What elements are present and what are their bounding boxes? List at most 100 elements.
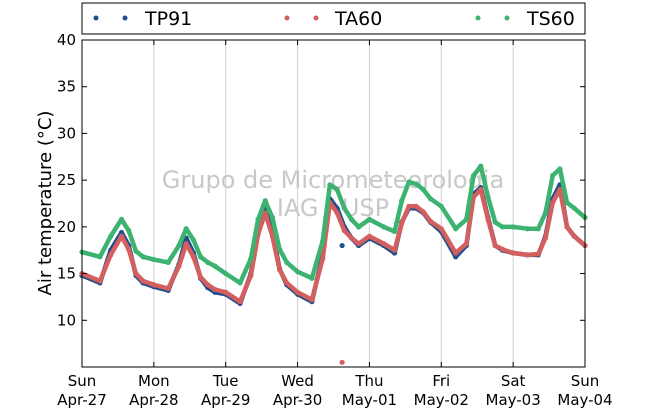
legend-marker-ta60-a: [284, 15, 290, 21]
data-point: [190, 254, 196, 260]
x-tick-label-day: Tue: [212, 372, 239, 390]
data-point: [420, 209, 426, 215]
x-tick-label-day: Sun: [571, 372, 600, 390]
y-axis-label: Air temperature (°C): [35, 111, 56, 296]
data-point: [97, 254, 103, 260]
series-curve-ta60: [79, 187, 588, 304]
watermark-line-1: Grupo de Micrometeorologia: [162, 166, 504, 194]
y-tick-label: 30: [57, 124, 76, 142]
data-point: [176, 263, 182, 269]
grid-layer: [153, 40, 514, 367]
data-point: [478, 163, 484, 169]
data-point: [269, 214, 276, 221]
series-ta60: [79, 186, 588, 305]
data-point: [535, 226, 541, 232]
data-point: [564, 224, 570, 230]
data-point: [427, 196, 434, 202]
data-point: [341, 205, 347, 211]
data-point: [284, 259, 290, 265]
legend-marker-tp91-b: [122, 15, 128, 21]
data-point: [126, 227, 132, 234]
legend-item-ts60: TS60: [475, 8, 575, 30]
data-point: [284, 280, 290, 286]
data-point: [550, 199, 556, 206]
outlier-point: [339, 242, 345, 249]
data-point: [97, 278, 103, 284]
data-point: [571, 205, 577, 211]
data-point: [197, 274, 204, 280]
legend-frame: [81, 2, 586, 35]
data-point: [499, 246, 505, 252]
data-point: [391, 247, 398, 253]
data-point: [108, 252, 114, 258]
x-tick-label-day: Thu: [354, 372, 383, 390]
data-point: [205, 282, 211, 288]
legend-label-ts60: TS60: [526, 8, 575, 30]
data-point: [176, 242, 182, 249]
data-point: [492, 242, 498, 249]
data-point: [427, 218, 434, 224]
data-point: [212, 286, 218, 293]
data-point: [126, 246, 132, 252]
data-point: [277, 267, 283, 273]
data-point: [320, 238, 326, 244]
data-point: [542, 210, 549, 216]
data-point: [205, 259, 211, 265]
data-point: [348, 235, 355, 241]
data-point: [309, 297, 315, 303]
axis-layer: SunApr-27MonApr-28TueApr-29WedApr-30ThuM…: [57, 31, 613, 409]
data-point: [118, 233, 125, 239]
data-point: [413, 203, 419, 209]
data-point: [557, 186, 563, 193]
data-point: [391, 228, 398, 235]
x-tick-label-date: May-04: [557, 391, 612, 409]
legend-marker-ts60-b: [504, 15, 510, 21]
data-point: [248, 272, 254, 279]
data-point: [151, 256, 157, 263]
data-point: [118, 216, 125, 222]
x-tick-label-day: Fri: [432, 372, 450, 390]
data-point: [366, 216, 373, 222]
data-point: [413, 181, 419, 187]
x-tick-label-day: Wed: [281, 372, 314, 390]
y-tick-label: 35: [57, 78, 76, 96]
x-tick-label-date: May-03: [486, 391, 541, 409]
data-point: [524, 252, 531, 258]
data-point: [564, 199, 570, 206]
data-point: [320, 256, 326, 262]
x-tick-label-date: May-02: [414, 391, 469, 409]
y-tick-label: 10: [57, 311, 76, 329]
legend-label-ta60: TA60: [334, 8, 382, 30]
x-tick-label-date: Apr-29: [201, 391, 251, 409]
data-point: [438, 226, 444, 232]
data-point: [197, 254, 204, 260]
data-point: [542, 235, 549, 241]
data-point: [356, 224, 362, 230]
data-point: [183, 226, 189, 232]
data-point: [366, 233, 373, 239]
data-point: [510, 224, 516, 230]
data-point: [108, 233, 114, 239]
y-tick-label: 15: [57, 265, 76, 283]
data-point: [478, 186, 484, 193]
legend-marker-ts60-a: [475, 15, 481, 21]
data-point: [190, 237, 196, 243]
y-tick-label: 25: [57, 171, 76, 189]
data-point: [334, 186, 340, 193]
watermark: Grupo de Micrometeorologia IAG / USP: [162, 166, 504, 222]
series-ts60: [79, 163, 588, 286]
legend-label-tp91: TP91: [144, 8, 192, 30]
data-point: [453, 254, 459, 260]
data-point: [341, 227, 347, 234]
x-tick-label-day: Sat: [501, 372, 526, 390]
data-point: [255, 216, 261, 222]
plot-frame: [81, 39, 586, 368]
data-point: [356, 241, 362, 247]
data-point: [262, 198, 268, 204]
legend-item-ta60: TA60: [284, 8, 382, 30]
data-point: [381, 241, 387, 247]
data-point: [348, 216, 355, 222]
legend-item-tp91: TP91: [93, 8, 192, 30]
data-point: [453, 250, 459, 256]
